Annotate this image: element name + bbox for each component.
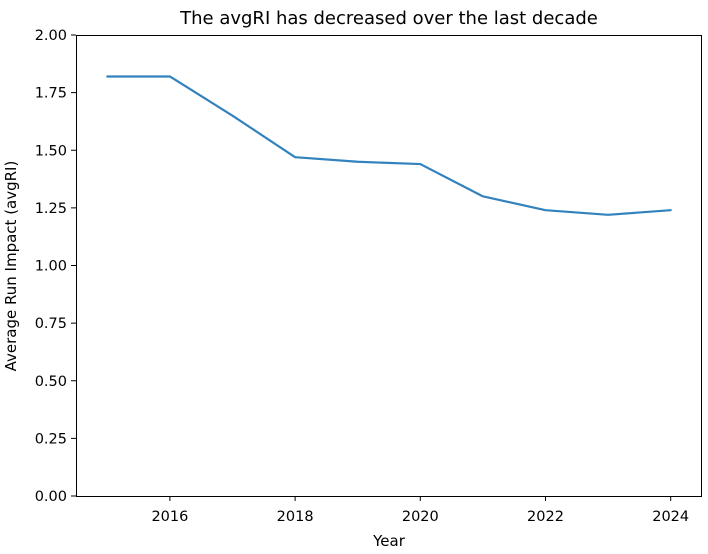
y-tick-label: 0.50	[35, 374, 67, 390]
plot-frame	[76, 35, 702, 497]
y-tick-label: 1.25	[35, 201, 67, 217]
x-tick-label: 2018	[277, 509, 314, 525]
y-tick-label: 1.00	[35, 259, 67, 275]
y-axis-label: Average Run Impact (avgRI)	[2, 161, 20, 372]
x-axis-label: Year	[372, 532, 406, 550]
chart-title: The avgRI has decreased over the last de…	[179, 8, 598, 29]
x-tick-label: 2024	[652, 509, 689, 525]
y-tick-label: 0.25	[35, 431, 67, 447]
x-tick-label: 2022	[527, 509, 564, 525]
y-tick-label: 0.00	[35, 489, 67, 505]
x-tick-label: 2016	[151, 509, 188, 525]
y-tick-label: 1.75	[35, 86, 67, 102]
plot-area	[76, 35, 702, 497]
y-tick-label: 1.50	[35, 143, 67, 159]
series-line-0	[106, 75, 672, 216]
y-axis: 0.00 0.25 0.50 0.75 1.00 1.25 1.50 1.75 2.00	[35, 28, 76, 505]
y-tick-label: 0.75	[35, 316, 67, 332]
x-tick-label: 2020	[402, 509, 439, 525]
y-tick-label: 2.00	[35, 28, 67, 44]
x-axis: 2016 2018 2020 2022 2024	[151, 496, 689, 525]
